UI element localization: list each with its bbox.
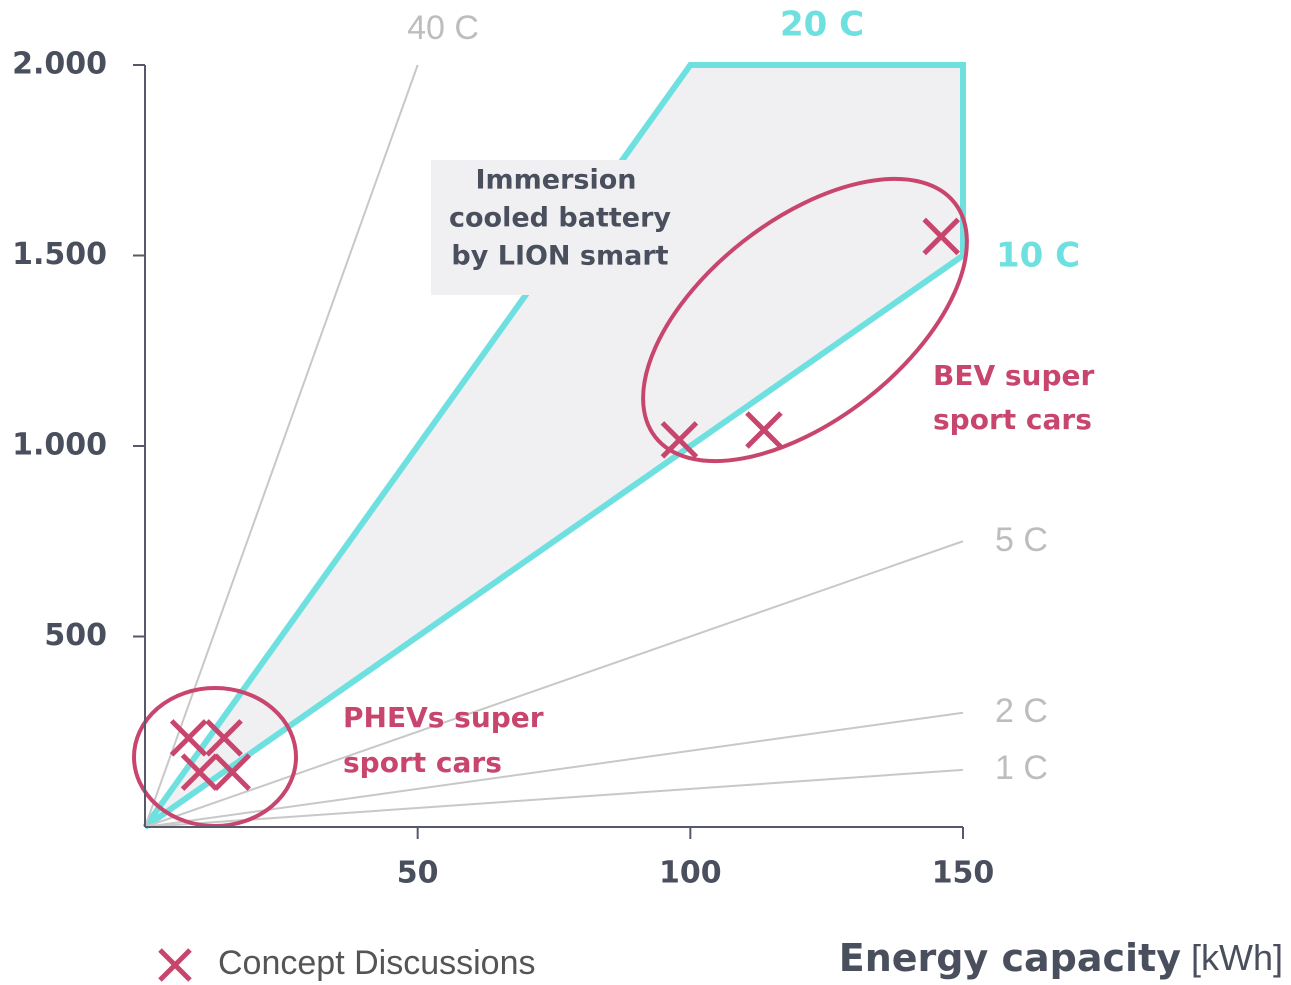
- rate-line: [144, 768, 964, 828]
- region-edge-label: 10 C: [996, 236, 1080, 276]
- cross-marker: [180, 753, 219, 791]
- x-axis-title: Energy capacity: [839, 936, 1181, 980]
- group-ellipse: [641, 176, 969, 464]
- annotation: PHEVs super: [343, 701, 544, 734]
- y-tick-label: 1.500: [12, 237, 107, 272]
- cross-marker: [922, 217, 960, 256]
- annotation: sport cars: [933, 403, 1092, 436]
- region-layer: [142, 62, 966, 830]
- y-tick-label: 2.000: [12, 47, 107, 82]
- x-tick-label: 50: [397, 856, 439, 891]
- x-axis-unit: [kWh]: [1191, 937, 1283, 978]
- annotation: sport cars: [343, 746, 502, 779]
- region-label: Immersion: [475, 165, 636, 196]
- cross-marker: [213, 753, 252, 791]
- cross-marker: [169, 719, 208, 757]
- annotation: BEV super: [933, 359, 1095, 392]
- rate-label: 2 C: [995, 692, 1048, 730]
- rate-label: 5 C: [995, 521, 1048, 559]
- region-label: by LION smart: [451, 241, 668, 272]
- y-tick-label: 1.000: [12, 428, 107, 463]
- label-box: [431, 160, 690, 295]
- x-tick-label: 100: [659, 856, 722, 891]
- lines-layer: [144, 64, 964, 828]
- cross-marker: [745, 411, 783, 449]
- y-tick-label: 500: [44, 618, 107, 653]
- legend-marker: [158, 948, 192, 982]
- rate-line: [144, 711, 964, 828]
- rate-label: 1 C: [995, 749, 1048, 787]
- x-axis-label: Energy capacity [kWh]: [839, 936, 1283, 980]
- cross-marker: [660, 421, 699, 459]
- rate-label: 40 C: [407, 9, 479, 47]
- region-edge-label: 20 C: [780, 5, 864, 45]
- region-label: cooled battery: [449, 203, 671, 234]
- region: [142, 62, 966, 830]
- legend-label: Concept Discussions: [218, 944, 535, 982]
- x-tick-label: 150: [932, 856, 995, 891]
- rate-line: [144, 64, 419, 828]
- rate-line: [144, 540, 964, 828]
- cross-marker: [205, 719, 243, 757]
